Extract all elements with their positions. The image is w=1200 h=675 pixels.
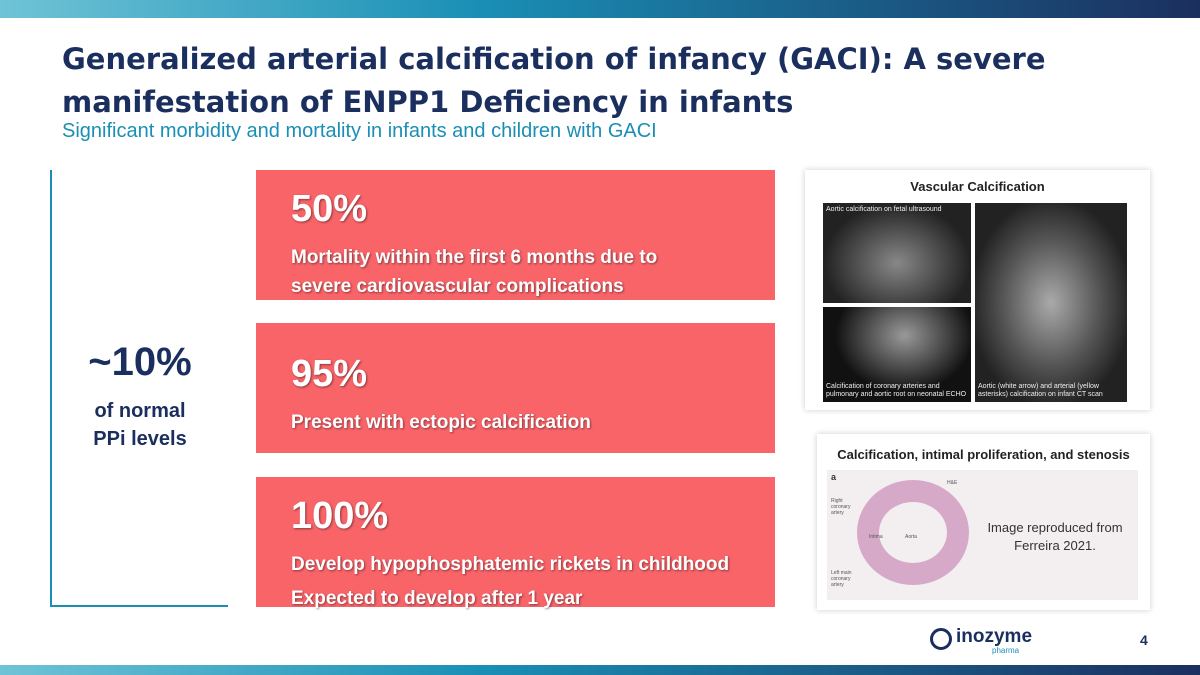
stat-box: 50% Mortality within the first 6 months …	[256, 170, 775, 300]
logo-icon	[930, 628, 952, 650]
ultrasound-image: Aortic calcification on fetal ultrasound	[823, 203, 971, 303]
stat-value: 50%	[291, 188, 368, 230]
stat-box: 100% Develop hypophosphatemic rickets in…	[256, 477, 775, 609]
ppi-label: of normal PPi levels	[93, 400, 187, 450]
ppi-value: ~10%	[88, 340, 192, 384]
label: H&E	[947, 480, 958, 486]
label: Right coronary artery	[831, 498, 851, 516]
stat-text: Present with ectopic calcification	[291, 412, 591, 433]
brand: inozyme	[956, 626, 1033, 647]
stat-text: Expected to develop after 1 year	[291, 588, 583, 609]
panel-title: Calcification, intimal proliferation, an…	[837, 447, 1130, 462]
vascular-panel: Vascular Calcification Aortic calcificat…	[805, 170, 1150, 410]
caption: Aortic calcification on fetal ultrasound	[826, 206, 942, 213]
page-number: 4	[1140, 632, 1148, 648]
artery-section	[857, 480, 969, 585]
stat-value: 95%	[291, 353, 368, 395]
panel-title: Vascular Calcification	[910, 179, 1045, 194]
tagline: pharma	[992, 646, 1020, 655]
title: Generalized arterial calcification of in…	[62, 42, 1046, 119]
bottom-bar	[0, 665, 1200, 675]
stat-value: 100%	[291, 495, 389, 537]
subtitle: Significant morbidity and mortality in i…	[62, 120, 657, 142]
echo-image: Calcification of coronary arteries and p…	[823, 307, 971, 402]
label: Intima	[869, 534, 883, 540]
credit: Image reproduced from Ferreira 2021.	[987, 520, 1123, 553]
caption: Aortic (white arrow) and arterial (yello…	[978, 383, 1103, 398]
label: a	[831, 472, 837, 482]
stat-text: Develop hypophosphatemic rickets in chil…	[291, 554, 730, 575]
histology-panel: Calcification, intimal proliferation, an…	[817, 434, 1150, 610]
label: Left main coronary artery	[831, 570, 852, 588]
ppi-box: ~10% of normal PPi levels	[50, 170, 228, 607]
top-bar	[0, 0, 1200, 18]
histology-image: a H&E Right coronary artery Intima Aorta…	[827, 470, 1138, 600]
stat-text: Mortality within the first 6 months due …	[291, 247, 658, 297]
stat-box: 95% Present with ectopic calcification	[256, 323, 775, 453]
ct-image: Aortic (white arrow) and arterial (yello…	[975, 203, 1127, 402]
label: Aorta	[905, 534, 917, 540]
caption: Calcification of coronary arteries and p…	[826, 383, 967, 398]
